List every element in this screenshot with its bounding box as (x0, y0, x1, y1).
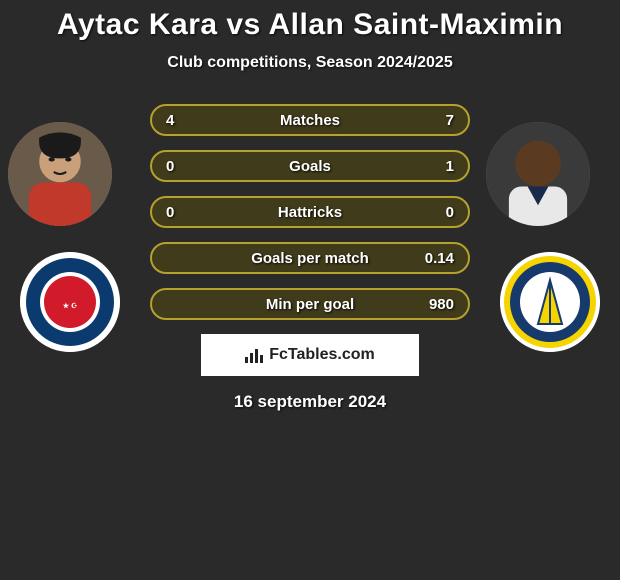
stat-label: Hattricks (152, 204, 468, 221)
stat-row: Goals per match0.14 (150, 242, 470, 274)
stat-label: Goals (152, 158, 468, 175)
stat-left-value: 4 (166, 112, 174, 129)
stat-right-value: 0 (446, 204, 454, 221)
branding-badge: FcTables.com (201, 334, 419, 376)
stats-table: 4Matches70Goals10Hattricks0Goals per mat… (150, 104, 470, 320)
stat-label: Goals per match (152, 250, 468, 267)
stat-right-value: 7 (446, 112, 454, 129)
branding-text: FcTables.com (269, 346, 375, 364)
stat-left-value: 0 (166, 204, 174, 221)
stat-label: Matches (152, 112, 468, 129)
subtitle: Club competitions, Season 2024/2025 (0, 54, 620, 72)
club-left-badge: ★ ☪ (20, 252, 120, 352)
stat-left-value: 0 (166, 158, 174, 175)
date-text: 16 september 2024 (0, 392, 620, 412)
bar-chart-icon (245, 347, 263, 363)
stat-right-value: 980 (429, 296, 454, 313)
stat-row: Min per goal980 (150, 288, 470, 320)
person-icon (8, 122, 112, 226)
club-badge-icon (500, 252, 600, 352)
club-badge-icon: ★ ☪ (20, 252, 120, 352)
person-icon (486, 122, 590, 226)
stat-right-value: 0.14 (425, 250, 454, 267)
svg-text:★ ☪: ★ ☪ (63, 302, 78, 310)
stat-row: 0Hattricks0 (150, 196, 470, 228)
stat-row: 4Matches7 (150, 104, 470, 136)
page-title: Aytac Kara vs Allan Saint-Maximin (0, 8, 620, 42)
stat-row: 0Goals1 (150, 150, 470, 182)
player-right-avatar (486, 122, 590, 226)
stat-label: Min per goal (152, 296, 468, 313)
player-left-avatar (8, 122, 112, 226)
stat-right-value: 1 (446, 158, 454, 175)
club-right-badge (500, 252, 600, 352)
